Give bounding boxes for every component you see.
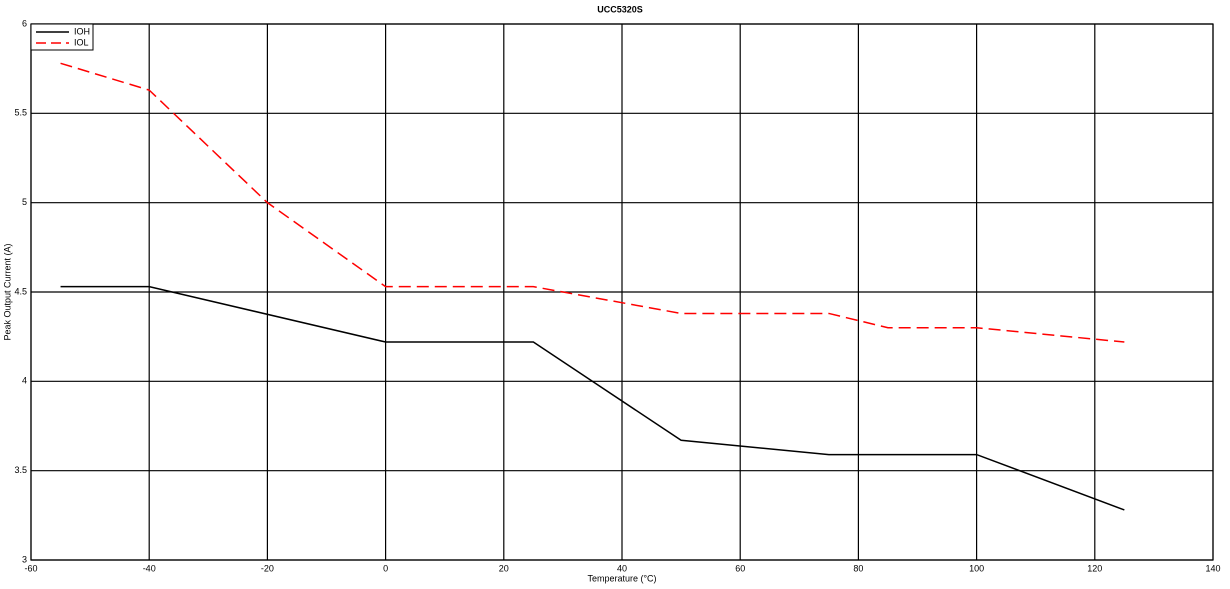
x-axis-label: Temperature (°C) bbox=[587, 573, 656, 583]
x-tick-label: 120 bbox=[1087, 563, 1102, 573]
legend-label: IOH bbox=[74, 26, 90, 36]
y-tick-label: 6 bbox=[22, 18, 27, 28]
y-tick-label: 5.5 bbox=[14, 108, 27, 118]
chart-title: UCC5320S bbox=[597, 4, 643, 14]
x-tick-label: 40 bbox=[617, 563, 627, 573]
plot-frame bbox=[30, 23, 1214, 561]
x-tick-label: 140 bbox=[1205, 563, 1220, 573]
y-tick-label: 4 bbox=[22, 376, 27, 386]
x-tick-label: -60 bbox=[24, 563, 37, 573]
y-tick-label: 5 bbox=[22, 197, 27, 207]
legend-box bbox=[30, 23, 94, 51]
x-tick-label: 80 bbox=[853, 563, 863, 573]
legend-label: IOL bbox=[74, 37, 89, 47]
x-tick-label: 60 bbox=[735, 563, 745, 573]
x-tick-label: 20 bbox=[499, 563, 509, 573]
line-series bbox=[60, 285, 1125, 511]
y-tick-label: 4.5 bbox=[14, 286, 27, 296]
x-tick-label: 0 bbox=[383, 563, 388, 573]
y-tick-label: 3 bbox=[22, 554, 27, 564]
y-tick-label: 3.5 bbox=[14, 465, 27, 475]
x-tick-label: 100 bbox=[969, 563, 984, 573]
line-series bbox=[60, 62, 1125, 343]
y-axis-label: Peak Output Current (A) bbox=[2, 243, 12, 340]
x-tick-label: -40 bbox=[143, 563, 156, 573]
x-tick-label: -20 bbox=[261, 563, 274, 573]
